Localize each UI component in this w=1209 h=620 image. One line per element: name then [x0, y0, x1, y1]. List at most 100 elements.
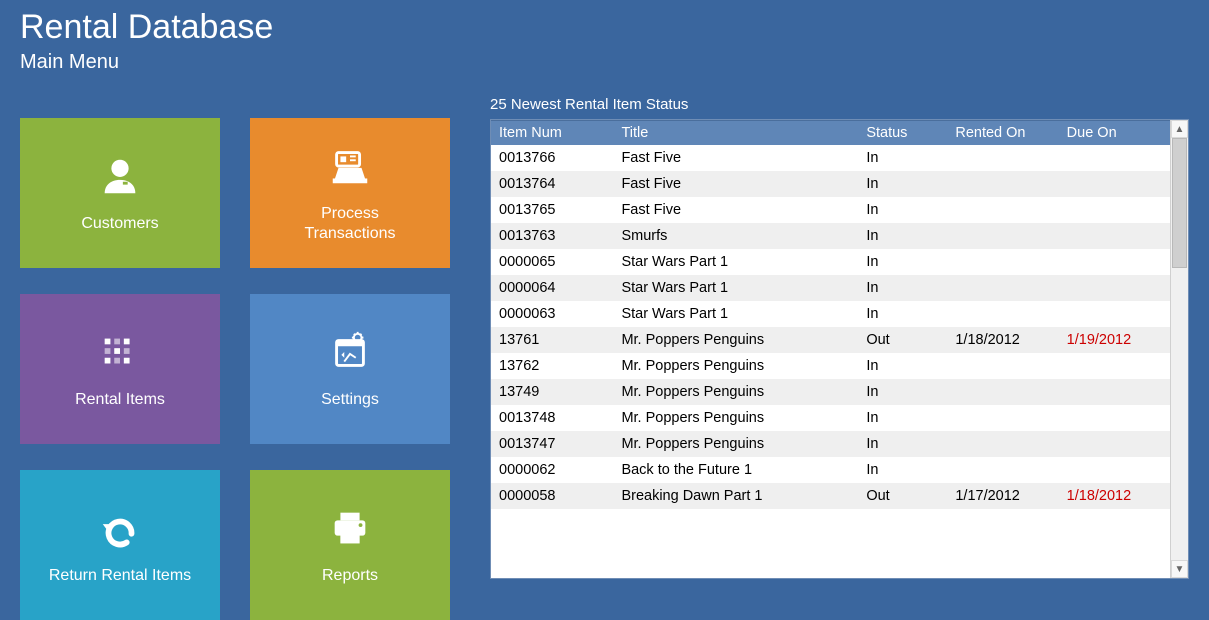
settings-icon: [327, 329, 373, 380]
table-row[interactable]: 0013766Fast FiveIn: [491, 145, 1170, 171]
scrollbar[interactable]: ▲ ▼: [1170, 120, 1188, 578]
tile-label: Rental Items: [75, 390, 165, 409]
tiles-grid: Customers Process Transactions Rental Item…: [20, 96, 450, 620]
cell-due_on: [1059, 145, 1170, 171]
table-row[interactable]: 0013748Mr. Poppers PenguinsIn: [491, 405, 1170, 431]
table-row[interactable]: 0000064Star Wars Part 1In: [491, 275, 1170, 301]
return-icon: [97, 505, 143, 556]
cell-status: In: [858, 431, 947, 457]
process-icon: [327, 143, 373, 194]
table-row[interactable]: 13761Mr. Poppers PenguinsOut1/18/20121/1…: [491, 327, 1170, 353]
cell-title: Back to the Future 1: [613, 457, 858, 483]
table-title: 25 Newest Rental Item Status: [490, 96, 1189, 113]
cell-rented_on: [947, 379, 1058, 405]
col-header-rented_on[interactable]: Rented On: [947, 121, 1058, 146]
table-row[interactable]: 0013765Fast FiveIn: [491, 197, 1170, 223]
cell-rented_on: [947, 353, 1058, 379]
cell-rented_on: [947, 431, 1058, 457]
app-title: Rental Database: [20, 8, 1189, 47]
cell-title: Mr. Poppers Penguins: [613, 431, 858, 457]
cell-rented_on: 1/17/2012: [947, 483, 1058, 509]
cell-item_num: 0000064: [491, 275, 613, 301]
cell-rented_on: [947, 301, 1058, 327]
table-row[interactable]: 0013763SmurfsIn: [491, 223, 1170, 249]
scroll-up-button[interactable]: ▲: [1171, 120, 1188, 138]
cell-rented_on: [947, 405, 1058, 431]
cell-item_num: 0013747: [491, 431, 613, 457]
col-header-title[interactable]: Title: [613, 121, 858, 146]
cell-rented_on: [947, 197, 1058, 223]
tile-settings[interactable]: Settings: [250, 294, 450, 444]
table-row[interactable]: 0000063Star Wars Part 1In: [491, 301, 1170, 327]
cell-due_on: [1059, 223, 1170, 249]
cell-title: Breaking Dawn Part 1: [613, 483, 858, 509]
cell-item_num: 13762: [491, 353, 613, 379]
table-body: 0013766Fast FiveIn0013764Fast FiveIn0013…: [491, 145, 1170, 509]
cell-title: Mr. Poppers Penguins: [613, 405, 858, 431]
cell-item_num: 13749: [491, 379, 613, 405]
cell-due_on: [1059, 197, 1170, 223]
cell-title: Fast Five: [613, 171, 858, 197]
cell-due_on: 1/18/2012: [1059, 483, 1170, 509]
table-row[interactable]: 0013747Mr. Poppers PenguinsIn: [491, 431, 1170, 457]
tile-process[interactable]: Process Transactions: [250, 118, 450, 268]
col-header-status[interactable]: Status: [858, 121, 947, 146]
col-header-due_on[interactable]: Due On: [1059, 121, 1170, 146]
cell-title: Star Wars Part 1: [613, 275, 858, 301]
tile-label: Reports: [322, 566, 378, 585]
tile-label: Process Transactions: [305, 204, 396, 242]
cell-due_on: [1059, 249, 1170, 275]
cell-title: Mr. Poppers Penguins: [613, 379, 858, 405]
cell-status: In: [858, 171, 947, 197]
cell-status: Out: [858, 483, 947, 509]
cell-status: In: [858, 197, 947, 223]
cell-status: In: [858, 301, 947, 327]
cell-title: Mr. Poppers Penguins: [613, 327, 858, 353]
cell-item_num: 0013763: [491, 223, 613, 249]
tile-return[interactable]: Return Rental Items: [20, 470, 220, 620]
tile-rental-items[interactable]: Rental Items: [20, 294, 220, 444]
tile-label: Settings: [321, 390, 379, 409]
cell-status: In: [858, 379, 947, 405]
table-row[interactable]: 0013764Fast FiveIn: [491, 171, 1170, 197]
scroll-down-button[interactable]: ▼: [1171, 560, 1188, 578]
cell-due_on: [1059, 379, 1170, 405]
tile-customers[interactable]: Customers: [20, 118, 220, 268]
cell-item_num: 0013765: [491, 197, 613, 223]
cell-title: Fast Five: [613, 197, 858, 223]
customers-icon: [97, 153, 143, 204]
status-table: Item NumTitleStatusRented OnDue On 00137…: [490, 119, 1189, 579]
cell-due_on: [1059, 457, 1170, 483]
table-row[interactable]: 0000058Breaking Dawn Part 1Out1/17/20121…: [491, 483, 1170, 509]
cell-due_on: [1059, 275, 1170, 301]
table-row[interactable]: 0000065Star Wars Part 1In: [491, 249, 1170, 275]
table-row[interactable]: 0000062Back to the Future 1In: [491, 457, 1170, 483]
cell-rented_on: [947, 249, 1058, 275]
tile-label: Customers: [81, 214, 158, 233]
cell-item_num: 0013766: [491, 145, 613, 171]
cell-due_on: 1/19/2012: [1059, 327, 1170, 353]
cell-status: In: [858, 353, 947, 379]
cell-item_num: 0000063: [491, 301, 613, 327]
cell-status: In: [858, 249, 947, 275]
cell-status: In: [858, 223, 947, 249]
table-row[interactable]: 13762Mr. Poppers PenguinsIn: [491, 353, 1170, 379]
cell-item_num: 0000062: [491, 457, 613, 483]
cell-status: In: [858, 145, 947, 171]
cell-rented_on: [947, 171, 1058, 197]
reports-icon: [327, 505, 373, 556]
col-header-item_num[interactable]: Item Num: [491, 121, 613, 146]
cell-rented_on: [947, 145, 1058, 171]
cell-status: In: [858, 275, 947, 301]
tile-label: Return Rental Items: [49, 566, 191, 585]
cell-item_num: 0000065: [491, 249, 613, 275]
cell-status: In: [858, 405, 947, 431]
cell-status: Out: [858, 327, 947, 353]
table-row[interactable]: 13749Mr. Poppers PenguinsIn: [491, 379, 1170, 405]
cell-rented_on: [947, 275, 1058, 301]
tile-reports[interactable]: Reports: [250, 470, 450, 620]
cell-due_on: [1059, 301, 1170, 327]
scroll-thumb[interactable]: [1172, 138, 1187, 268]
scroll-track[interactable]: [1171, 138, 1188, 560]
cell-rented_on: [947, 457, 1058, 483]
